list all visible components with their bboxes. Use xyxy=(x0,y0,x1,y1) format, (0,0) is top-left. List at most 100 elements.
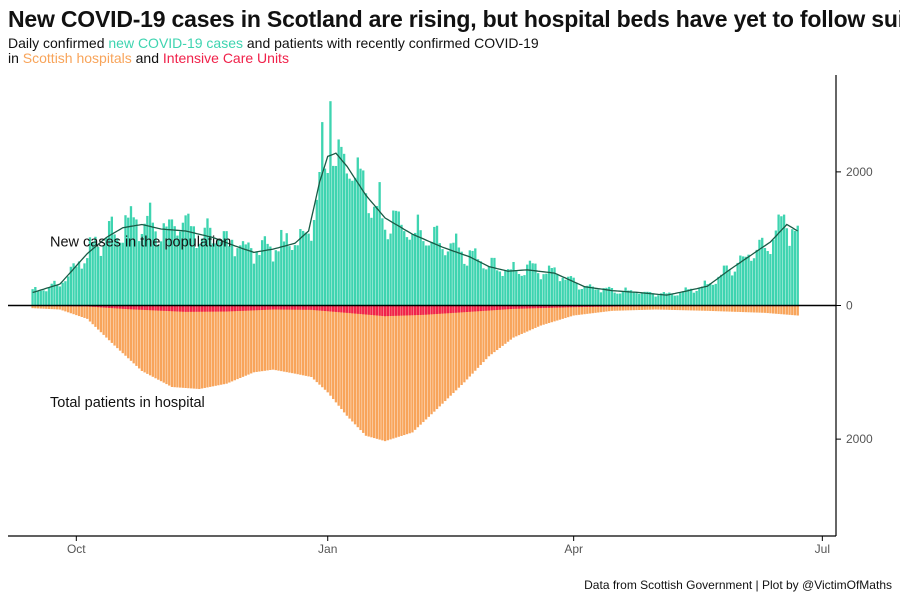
hospital-bar xyxy=(214,305,217,386)
hospital-bar xyxy=(75,305,78,316)
hospital-bar xyxy=(613,305,616,311)
x-tick-label: Jul xyxy=(815,542,830,556)
icu-bar xyxy=(214,305,217,312)
icu-bar xyxy=(419,305,422,315)
case-bar xyxy=(493,257,496,306)
case-bar xyxy=(91,241,94,306)
case-bar xyxy=(621,291,625,306)
icu-bar xyxy=(285,305,288,310)
icu-bar xyxy=(222,305,226,312)
case-bar xyxy=(214,243,217,306)
hospital-bar xyxy=(731,305,734,312)
hospital-bar xyxy=(766,305,769,314)
chart-title: New COVID-19 cases in Scotland are risin… xyxy=(8,6,900,32)
hospital-bar xyxy=(714,305,717,312)
hospital-bar xyxy=(679,305,682,311)
case-bar xyxy=(39,290,42,306)
icu-bar xyxy=(162,305,165,311)
hospital-bar xyxy=(676,305,679,311)
case-bar xyxy=(761,237,764,306)
hospital-bar xyxy=(241,305,245,377)
case-bar xyxy=(321,122,324,306)
icu-bar xyxy=(291,305,294,310)
case-bar xyxy=(591,286,594,306)
icu-bar xyxy=(577,305,581,308)
case-bar xyxy=(86,258,89,306)
case-bar xyxy=(424,245,428,306)
icu-bar xyxy=(550,305,553,308)
icu-bar xyxy=(588,305,592,307)
case-bar xyxy=(520,275,523,306)
case-bar xyxy=(266,243,269,306)
hospital-bar xyxy=(66,305,70,313)
case-bar xyxy=(173,226,176,306)
case-bar xyxy=(36,291,40,306)
case-bar xyxy=(381,218,384,306)
case-bar xyxy=(750,260,753,306)
subtitle-hospital-label: Scottish hospitals xyxy=(22,50,132,66)
case-bar xyxy=(793,230,797,306)
case-bar xyxy=(162,223,165,306)
icu-bar xyxy=(94,305,97,308)
hospital-bar xyxy=(211,305,215,387)
case-bar xyxy=(116,238,119,306)
case-bar xyxy=(411,234,414,306)
case-bar xyxy=(359,168,362,306)
case-bar xyxy=(517,274,521,306)
case-bar xyxy=(94,236,97,306)
icu-bar xyxy=(326,305,329,312)
case-bar xyxy=(307,233,310,306)
hospital-bar xyxy=(69,305,73,314)
hospital-bar xyxy=(285,305,288,373)
icu-bar xyxy=(564,305,567,308)
cases-trend-line xyxy=(32,152,799,296)
hospital-bar xyxy=(744,305,747,313)
hospital-bar xyxy=(244,305,247,376)
case-bar xyxy=(586,285,589,306)
case-bar xyxy=(747,254,750,306)
hospital-bar xyxy=(386,305,389,441)
icu-bar xyxy=(260,305,264,310)
hospital-bar xyxy=(280,305,283,372)
hospital-bar xyxy=(277,305,280,371)
case-bar xyxy=(255,251,258,306)
case-bar xyxy=(695,290,698,306)
icu-bar xyxy=(517,305,521,309)
case-bar xyxy=(687,289,690,306)
hospital-bar xyxy=(353,305,357,425)
hospital-bar xyxy=(91,305,94,325)
icu-bar xyxy=(501,305,504,310)
icu-bar xyxy=(520,305,523,309)
hospital-bar xyxy=(329,305,332,396)
hospital-bar xyxy=(528,305,532,331)
hospital-bar xyxy=(282,305,286,372)
hospital-bar xyxy=(405,305,409,435)
icu-bar xyxy=(498,305,502,310)
icu-bar xyxy=(99,305,103,308)
hospital-bar xyxy=(252,305,256,373)
hospital-bar xyxy=(750,305,753,313)
hospital-bar xyxy=(774,305,778,314)
hospital-bar xyxy=(567,305,570,318)
case-bar xyxy=(681,291,685,306)
case-bar xyxy=(739,255,742,306)
case-bar xyxy=(414,232,417,306)
icu-bar xyxy=(348,305,351,314)
icu-bar xyxy=(121,305,124,309)
hospital-bar xyxy=(643,305,646,310)
hospital-bar xyxy=(50,305,53,310)
case-bar xyxy=(588,284,592,306)
hospital-bar xyxy=(88,305,92,322)
case-bar xyxy=(608,286,611,306)
case-bar xyxy=(124,215,127,306)
case-bar xyxy=(195,247,198,306)
case-bar xyxy=(370,217,373,306)
icu-bar xyxy=(296,305,299,310)
hospital-bar xyxy=(411,305,414,433)
case-bar xyxy=(88,237,92,306)
icu-bar xyxy=(236,305,239,312)
case-bar xyxy=(526,264,529,306)
hospital-bar xyxy=(422,305,425,423)
hospital-bar xyxy=(523,305,526,333)
hospital-bar xyxy=(247,305,250,375)
